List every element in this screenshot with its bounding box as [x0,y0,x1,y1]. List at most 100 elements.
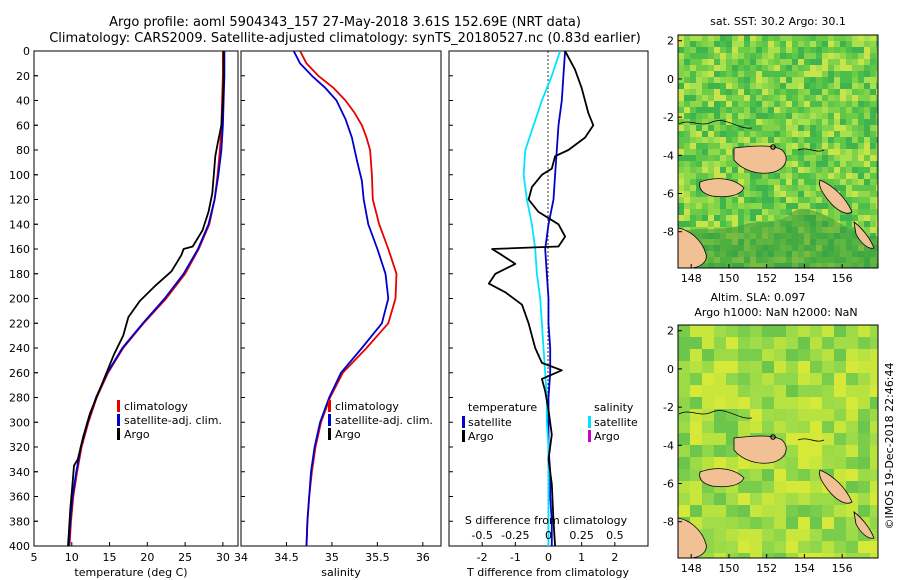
s-difference-tick-label: 0.5 [606,529,624,542]
argo-location-marker [770,144,776,150]
temperature-legend: climatology satellite-adj. clim. Argo [117,400,222,441]
map-y-tick-label: -8 [663,226,674,239]
s-difference-label: S difference from climatology [465,514,628,527]
map-x-tick-label: 150 [718,562,739,575]
legend-swatch-satellite-adj [117,414,120,426]
temperature-panel: 0 20 40 60 80 100 120 140 160 180 200 220 240 260 280 3… [9,45,239,579]
map-x-tick-label: 152 [756,272,777,285]
legend-swatch-argo-s [328,428,331,440]
map-x-tick-label: 154 [794,272,815,285]
map-x-tick-label: 154 [794,562,815,575]
salinity-legend: climatology satellite-adj. clim. Argo [328,400,433,441]
depth-tick-label: 380 [9,515,30,528]
depth-tick-label: 200 [9,293,30,306]
depth-tick-label: 180 [9,268,30,281]
legend-swatch-climatology-s [328,400,331,412]
map-y-tick-label: -6 [663,478,674,491]
legend-swatch-satellite-adj-s [328,414,331,426]
x-tick-label: 25 [178,551,192,564]
depth-tick-label: 80 [16,144,30,157]
difference-xlabel: T difference from climatology [466,566,629,579]
series-line-satellite-adj-clim- [67,51,226,546]
sla-heatmap [678,325,878,558]
map-y-tick-label: 0 [667,363,674,376]
sla-map-subtitle: Argo h1000: NaN h2000: NaN [694,306,857,319]
series-line-t-argo [487,51,595,546]
map-y-tick-label: -2 [663,401,674,414]
s-difference-tick-label: 0.25 [569,529,594,542]
new-guinea-land-2 [699,468,745,488]
imos-credit: ©IMOS 19-Dec-2018 22:46:44 [883,363,896,530]
legend-swatch-t-satellite [462,416,465,428]
map-y-tick-label: -2 [663,111,674,124]
s-difference-tick-label: -0.25 [501,529,529,542]
figure-title-line1: Argo profile: aoml 5904343_157 27-May-20… [109,15,581,30]
depth-tick-label: 100 [9,169,30,182]
legend-title-salinity: salinity [594,401,634,414]
salinity-panel: 34 34.5 35 35.5 36 salinity climatology sate… [234,50,442,579]
map-x-tick-label: 148 [681,272,702,285]
difference-legend-salinity: salinity satellite Argo [588,401,638,443]
map-y-tick-label: -4 [663,439,674,452]
map-y-tick-label: -8 [663,516,674,529]
legend-swatch-climatology [117,400,120,412]
legend-label-climatology: climatology [124,400,188,413]
map-y-tick-label: 0 [667,73,674,86]
bougainville-land [819,179,853,214]
legend-label-t-argo: Argo [468,430,494,443]
x-tick-label: 20 [140,551,154,564]
x-tick-label: -2 [477,551,488,564]
difference-panel: -2 -1 0 1 2 T difference from climatology S … [448,50,649,579]
depth-tick-label: 160 [9,243,30,256]
legend-swatch-t-argo [462,430,465,442]
x-tick-label: 15 [103,551,117,564]
sst-heatmap [678,35,878,268]
legend-label-s-satellite: satellite [594,416,638,429]
depth-tick-label: 260 [9,367,30,380]
x-tick-label: 34 [234,551,248,564]
solomon-land-2 [853,511,875,539]
map-x-tick-label: 156 [832,562,853,575]
depth-tick-label: 400 [9,540,30,553]
legend-swatch-s-satellite [588,416,591,428]
x-tick-label: 2 [611,551,618,564]
legend-label-climatology-s: climatology [335,400,399,413]
salinity-xlabel: salinity [321,566,361,579]
temperature-x-axis: 5 10 15 20 25 30 [31,50,230,564]
x-tick-label: 10 [65,551,79,564]
bougainville-land-2 [819,469,853,504]
depth-tick-label: 280 [9,392,30,405]
map-x-tick-label: 150 [718,272,739,285]
sla-map-title: Altim. SLA: 0.097 [710,291,805,304]
map-x-tick-label: 148 [681,562,702,575]
depth-tick-label: 120 [9,194,30,207]
sla-map-frame [677,324,879,559]
series-line-satellite-adj-clim- [292,51,390,546]
depth-tick-label: 20 [16,70,30,83]
sst-map-title: sat. SST: 30.2 Argo: 30.1 [710,15,846,28]
map-y-tick-label: -6 [663,188,674,201]
depth-tick-label: 60 [16,119,30,132]
figure-title-line2: Climatology: CARS2009. Satellite-adjuste… [49,31,641,46]
depth-tick-label: 360 [9,491,30,504]
temperature-xlabel: temperature (deg C) [74,566,187,579]
legend-label-t-satellite: satellite [468,416,512,429]
sla-map-axes: 148 150 152 154 156 2 0 -2 -4 -6 -8 [663,325,853,575]
legend-label-satellite-adj-s: satellite-adj. clim. [335,414,433,427]
depth-axis: 0 20 40 60 80 100 120 140 160 180 200 220 240 260 280 3… [9,45,38,553]
map-x-tick-label: 152 [756,562,777,575]
depth-tick-label: 140 [9,218,30,231]
legend-swatch-argo [117,428,120,440]
sst-map-panel: sat. SST: 30.2 Argo: 30.1 148 150 152 154 15… [663,15,879,285]
legend-label-argo-s: Argo [335,428,361,441]
map-y-tick-label: 2 [667,325,674,338]
depth-tick-label: 320 [9,441,30,454]
map-x-tick-label: 156 [832,272,853,285]
x-tick-label: 30 [216,551,230,564]
new-britain-land [733,145,787,174]
legend-label-s-argo: Argo [594,430,620,443]
difference-legend-temperature: temperature satellite Argo [462,401,537,443]
legend-swatch-s-argo [588,430,591,442]
depth-tick-label: 300 [9,416,30,429]
